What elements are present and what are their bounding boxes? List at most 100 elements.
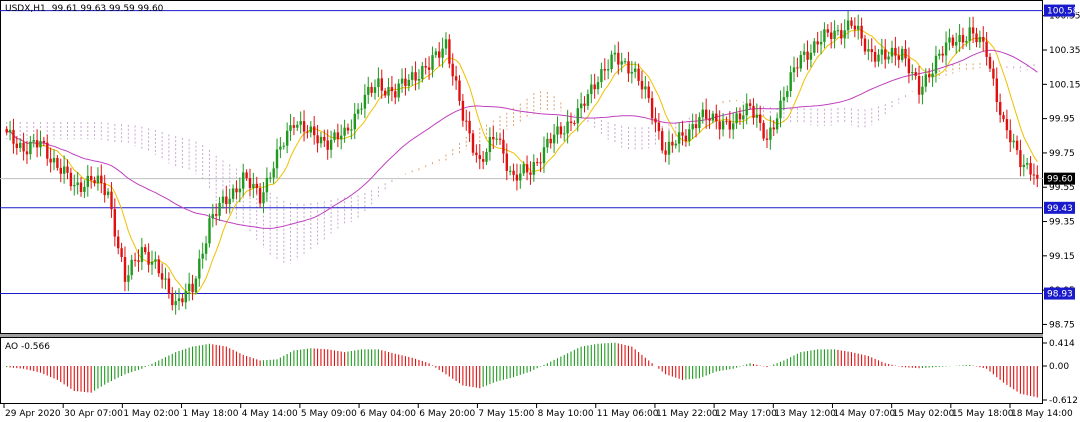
price-tags: 100.58 99.43 98.93 99.60 [1044, 4, 1079, 300]
candle-body [225, 196, 228, 205]
candle-body [56, 158, 59, 168]
candle-body [275, 149, 279, 169]
candle-body [867, 49, 870, 52]
candle-body [177, 298, 181, 302]
price-tick-label: 100.15 [1049, 80, 1080, 90]
candle-body [49, 158, 52, 163]
candle-body [546, 138, 549, 148]
candle-body [19, 142, 22, 148]
candle-body [184, 291, 187, 303]
price-tick-label: 100.35 [1049, 46, 1080, 56]
candle-body [468, 120, 471, 134]
candle-body [444, 39, 448, 49]
candle-body [681, 132, 684, 136]
candle-body [1032, 174, 1036, 176]
candle-body [390, 87, 394, 92]
candle-body [958, 35, 961, 42]
indicator-pane[interactable] [0, 337, 1043, 404]
candle-body [978, 37, 982, 43]
candle-body [559, 126, 563, 135]
candle-body [370, 86, 373, 93]
candle-body [644, 86, 647, 90]
candle-body [563, 133, 566, 135]
candle-body [417, 79, 421, 81]
time-tick-label: 8 May 10:00 [538, 409, 594, 419]
candle-body [235, 188, 238, 193]
candles [5, 11, 1039, 315]
time-tick-label: 4 May 14:00 [242, 409, 298, 419]
candle-body [556, 126, 559, 135]
candle-body [583, 103, 586, 106]
candle-body [282, 145, 285, 147]
candle-body [343, 127, 346, 136]
candle-body [840, 30, 843, 39]
time-axis: 29 Apr 2020 30 Apr 07:00 1 May 02:00 1 May … [3, 404, 1073, 419]
candle-body [705, 109, 708, 119]
candle-body [83, 186, 86, 192]
candle-body [123, 257, 127, 282]
candle-body [661, 131, 664, 151]
candle-body [1002, 115, 1005, 120]
candle-body [76, 182, 79, 185]
candle-body [525, 164, 529, 173]
candle-body [400, 78, 404, 84]
candle-body [586, 94, 590, 106]
time-tick-label: 5 May 09:00 [301, 409, 357, 419]
candle-body [982, 37, 985, 42]
candle-body [133, 259, 137, 261]
candle-body [248, 178, 252, 189]
ao-axis: 0.414 0.00 -0.612 [1043, 339, 1078, 406]
candle-body [634, 68, 637, 72]
candle-body [569, 121, 573, 123]
candle-body [765, 138, 769, 140]
candle-body [674, 143, 677, 146]
time-tick-label: 11 May 06:00 [597, 409, 659, 419]
candle-body [955, 41, 958, 46]
candle-body [650, 98, 654, 119]
price-tag-bg [1044, 172, 1075, 185]
time-tick-label: 1 May 18:00 [183, 409, 239, 419]
candle-body [782, 97, 786, 101]
candle-body [289, 125, 292, 131]
candle-body [975, 33, 978, 43]
candle-body [485, 152, 488, 162]
candle-body [52, 158, 56, 163]
candle-body [488, 137, 492, 152]
candle-body [762, 122, 765, 139]
candle-body [671, 141, 674, 146]
candle-body [313, 126, 316, 136]
candle-body [154, 259, 157, 262]
candle-body [759, 114, 762, 123]
candle-body [188, 283, 191, 291]
candle-body [590, 84, 593, 95]
candle-body [786, 91, 789, 98]
candle-body [897, 55, 900, 60]
candle-body [373, 87, 377, 93]
candle-body [664, 150, 667, 155]
candle-body [258, 188, 262, 204]
candle-body [1005, 119, 1009, 131]
candle-body [711, 113, 715, 121]
time-tick-label: 18 May 14:00 [1011, 409, 1073, 419]
candle-body [448, 39, 451, 64]
candle-body [887, 56, 890, 60]
candle-body [140, 247, 144, 262]
candle-body [623, 61, 627, 63]
candle-body [806, 51, 809, 60]
candle-body [921, 86, 924, 95]
time-tick-label: 12 May 17:00 [715, 409, 777, 419]
candle-body [1009, 130, 1012, 143]
candle-body [323, 136, 326, 141]
candle-body [1015, 140, 1019, 151]
candle-body [279, 146, 282, 150]
candle-body [850, 20, 853, 26]
candle-body [181, 298, 184, 303]
candle-body [863, 38, 867, 52]
candle-body [130, 259, 133, 276]
candle-body [397, 83, 400, 98]
candle-body [620, 61, 623, 65]
candle-body [907, 58, 911, 74]
candle-body [890, 47, 894, 57]
candle-body [735, 113, 738, 124]
